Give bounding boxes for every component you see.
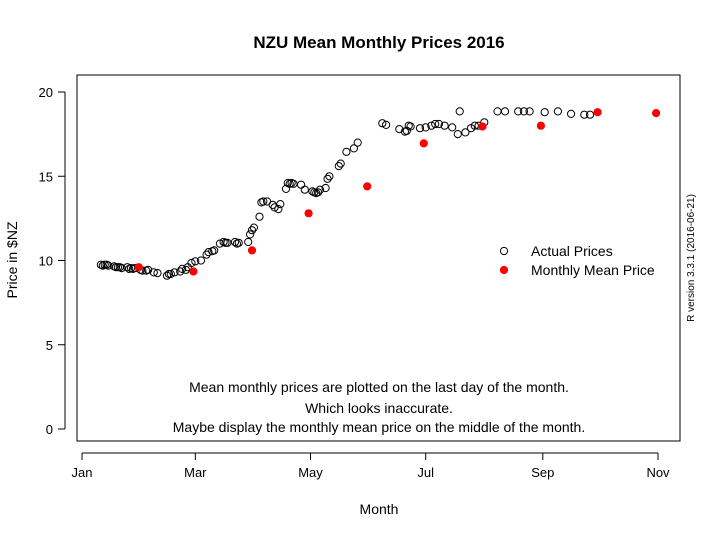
actual-price-point (585, 110, 595, 119)
mean-price-point (536, 121, 546, 130)
actual-price-point (421, 123, 430, 132)
actual-price-point (431, 119, 440, 129)
actual-price-point (342, 147, 351, 156)
mean-price-point (247, 246, 257, 255)
mean-price-point (363, 182, 372, 191)
actual-price-point (162, 271, 172, 280)
annotation: Mean monthly prices are plotted on the l… (173, 379, 585, 435)
mean-price-point (593, 108, 602, 117)
x-tick-label: Jan (72, 465, 93, 480)
actual-price-point (276, 200, 285, 209)
actual-price-point (102, 260, 111, 269)
actual-price-point (230, 237, 240, 247)
y-tick-label: 15 (39, 169, 53, 184)
actual-price-point (553, 107, 563, 116)
y-tick-label: 0 (46, 422, 53, 437)
actual-price-point (166, 269, 175, 279)
actual-price-point (448, 123, 457, 132)
legend-label-actual: Actual Prices (531, 243, 613, 259)
actual-price-point (249, 223, 258, 232)
y-axis: 0 5 10 15 20 (39, 85, 66, 437)
actual-price-point (325, 172, 334, 181)
actual-price-point (255, 212, 264, 221)
actual-price-point (334, 162, 343, 171)
legend-marker-actual (499, 246, 509, 256)
actual-price-point (455, 107, 464, 116)
actual-price-point (427, 121, 436, 130)
series-layer (96, 107, 661, 280)
actual-price-point (259, 197, 268, 206)
actual-price-point (300, 185, 309, 194)
y-tick-label: 5 (46, 338, 53, 353)
actual-price-point (315, 185, 325, 194)
actual-price-point (519, 107, 529, 116)
actual-price-point (247, 226, 257, 235)
actual-price-point (453, 130, 462, 139)
x-tick-label: Nov (646, 465, 670, 480)
x-tick-label: May (298, 465, 323, 480)
actual-price-point (176, 267, 185, 276)
actual-price-point (191, 257, 200, 266)
actual-price-point (514, 107, 523, 116)
mean-price-point (189, 267, 198, 276)
actual-price-point (187, 258, 196, 268)
x-axis: Jan Mar May Jul Sep Nov (72, 452, 670, 480)
actual-price-point (440, 121, 449, 130)
actual-price-point (406, 122, 415, 131)
r-version-note: R version 3.3.1 (2016-06-21) (686, 194, 697, 322)
actual-price-point (149, 268, 158, 277)
actual-price-point (382, 120, 391, 130)
x-tick-label: Sep (531, 465, 554, 480)
legend: Actual Prices Monthly Mean Price (499, 243, 655, 278)
actual-price-point (461, 128, 470, 137)
actual-price-point (246, 230, 255, 239)
plot-frame (76, 74, 681, 442)
actual-price-point (234, 238, 243, 247)
actual-price-point (349, 144, 358, 153)
chart-title: NZU Mean Monthly Prices 2016 (253, 33, 504, 52)
actual-price-point (567, 109, 576, 119)
actual-price-point (244, 237, 253, 247)
actual-price-point (210, 246, 219, 255)
y-axis-label: Price in $NZ (4, 221, 20, 298)
mean-price-point (652, 109, 661, 118)
actual-price-point (378, 119, 387, 128)
actual-price-point (540, 108, 549, 117)
annotation-line-2: Which looks inaccurate. (305, 400, 453, 416)
actual-price-point (178, 264, 187, 273)
mean-price-point (304, 209, 313, 218)
actual-price-point (395, 125, 404, 134)
legend-marker-mean (499, 265, 509, 275)
actual-price-point (153, 269, 162, 278)
mean-price-point (134, 263, 143, 272)
annotation-line-3: Maybe display the monthly mean price on … (173, 419, 585, 435)
x-tick-label: Mar (184, 465, 207, 480)
y-tick-label: 10 (39, 254, 53, 269)
actual-price-point (181, 265, 190, 274)
actual-price-point (336, 159, 345, 168)
mean-price-point (478, 122, 487, 131)
actual-price-point (170, 268, 179, 277)
actual-price-point (274, 205, 283, 214)
mean-price-point (419, 139, 428, 148)
y-tick-label: 20 (39, 85, 53, 100)
actual-price-point (321, 183, 330, 193)
actual-price-point (314, 188, 323, 197)
annotation-line-1: Mean monthly prices are plotted on the l… (189, 379, 569, 395)
actual-price-point (580, 110, 589, 119)
actual-price-point (434, 119, 443, 129)
actual-price-point (144, 265, 153, 274)
actual-price-point (196, 256, 206, 265)
actual-price-point (323, 174, 332, 183)
actual-price-point (500, 107, 510, 116)
actual-price-point (525, 107, 534, 116)
actual-price-point (104, 261, 113, 270)
x-axis-label: Month (360, 501, 399, 517)
actual-price-point (415, 124, 425, 133)
legend-label-mean: Monthly Mean Price (531, 262, 655, 278)
actual-price-point (204, 248, 213, 257)
x-tick-label: Jul (417, 465, 434, 480)
actual-price-point (353, 138, 362, 147)
